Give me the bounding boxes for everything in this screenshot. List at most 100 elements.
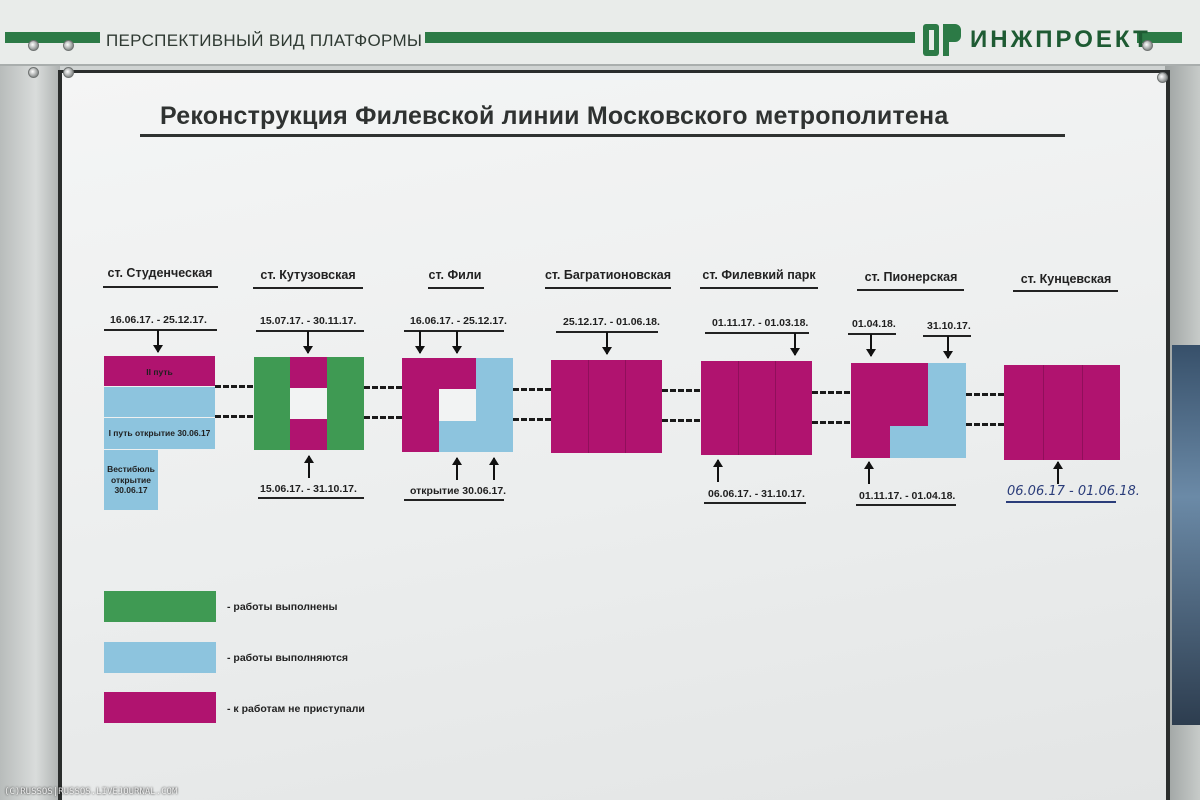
station-underline xyxy=(700,287,818,289)
date-underline xyxy=(404,330,504,332)
station-name: ст. Фили xyxy=(428,268,482,282)
section-center xyxy=(439,389,476,421)
logo-text: ИНЖПРОЕКТ xyxy=(970,26,1151,53)
station-name: ст. Студенческая xyxy=(107,266,213,280)
station-underline xyxy=(857,289,964,291)
track-line xyxy=(364,386,402,389)
date-label: 16.06.17. - 25.12.17. xyxy=(410,315,507,327)
date-underline xyxy=(848,333,896,335)
arrow-up xyxy=(304,455,314,478)
station-underline xyxy=(1013,290,1118,292)
legend-swatch-completed xyxy=(104,591,216,622)
section-seam xyxy=(588,360,589,453)
header-bar-middle xyxy=(425,32,915,43)
arrow-up xyxy=(864,461,874,484)
section-label: Вестибюль открытие 30.06.17 xyxy=(107,464,155,496)
date-underline xyxy=(104,329,217,331)
date-underline xyxy=(404,499,504,501)
track-line xyxy=(966,423,1004,426)
section-seam xyxy=(1043,365,1044,460)
section-bottom xyxy=(290,419,327,450)
date-label: 01.11.17. - 01.03.18. xyxy=(712,317,809,329)
track-line xyxy=(662,419,700,422)
section-left xyxy=(402,358,439,452)
section-track-1 xyxy=(104,418,215,449)
date-underline xyxy=(856,504,956,506)
section-all xyxy=(551,360,662,453)
section-seam xyxy=(1082,365,1083,460)
arrow-down xyxy=(790,333,800,356)
section-right xyxy=(928,363,966,458)
legend-swatch-in-progress xyxy=(104,642,216,673)
arrow-down xyxy=(602,332,612,355)
date-label: 06.06.17. - 31.10.17. xyxy=(708,488,805,500)
section-label: II путь xyxy=(146,367,173,377)
section-left xyxy=(254,357,290,450)
station-underline xyxy=(545,287,671,289)
date-label: открытие 30.06.17. xyxy=(410,485,507,497)
arrow-down xyxy=(943,336,953,359)
date-underline xyxy=(704,502,806,504)
date-label: 15.07.17. - 30.11.17. xyxy=(260,315,357,327)
track-line xyxy=(364,416,402,419)
section-seam xyxy=(738,361,739,455)
date-underline xyxy=(258,497,364,499)
date-underline xyxy=(1006,501,1116,503)
date-label: 31.10.17. xyxy=(927,320,971,332)
date-underline xyxy=(256,330,364,332)
screw xyxy=(1157,72,1168,83)
title-underline xyxy=(140,134,1065,137)
track-line xyxy=(215,385,253,388)
track-line xyxy=(812,391,850,394)
section-platform xyxy=(104,387,215,417)
section-right xyxy=(476,358,513,452)
station-name: ст. Кунцевская xyxy=(1020,272,1112,286)
header-bar-right xyxy=(1137,32,1182,43)
section-center xyxy=(290,388,327,419)
right-window xyxy=(1172,345,1200,725)
section-track-2 xyxy=(104,356,215,386)
section-all xyxy=(701,361,812,455)
section-top xyxy=(890,363,928,426)
screw xyxy=(63,40,74,51)
screw xyxy=(1142,40,1153,51)
date-label: 01.04.18. xyxy=(852,318,896,330)
section-bottom xyxy=(439,421,476,452)
section-seam xyxy=(625,360,626,453)
station-underline xyxy=(103,286,218,288)
arrow-up xyxy=(489,457,499,480)
track-line xyxy=(966,393,1004,396)
arrow-down xyxy=(153,330,163,353)
section-all xyxy=(1004,365,1120,460)
header-title: ПЕРСПЕКТИВНЫЙ ВИД ПЛАТФОРМЫ xyxy=(106,31,423,50)
date-label: 16.06.17. - 25.12.17. xyxy=(110,314,207,326)
board-title: Реконструкция Филевской линии Московског… xyxy=(160,102,949,130)
legend-label: - к работам не приступали xyxy=(227,703,365,715)
track-line xyxy=(513,418,551,421)
station-underline xyxy=(428,287,484,289)
track-line xyxy=(662,389,700,392)
section-top xyxy=(439,358,476,389)
date-label: 25.12.17. - 01.06.18. xyxy=(563,316,660,328)
legend-label: - работы выполняются xyxy=(227,652,349,664)
header-bar-left xyxy=(5,32,100,43)
section-label: I путь открытие 30.06.17 xyxy=(108,428,211,438)
arrow-up xyxy=(452,457,462,480)
watermark: (C)RUSSOS|RUSSOS.LIVEJOURNAL.COM xyxy=(4,787,178,797)
section-bottom xyxy=(890,426,928,458)
arrow-down xyxy=(303,331,313,354)
station-name: ст. Пионерская xyxy=(864,270,958,284)
arrow-up xyxy=(713,459,723,482)
handwritten-date: 06.06.17 - 01.06.18. xyxy=(1007,484,1140,499)
logo-icon xyxy=(923,24,961,56)
station-name: ст. Багратионовская xyxy=(544,268,672,282)
section-right xyxy=(327,357,364,450)
section-seam xyxy=(775,361,776,455)
date-label: 01.11.17. - 01.04.18. xyxy=(859,490,956,502)
arrow-down xyxy=(452,331,462,354)
section-left xyxy=(851,363,890,458)
date-label: 15.06.17. - 31.10.17. xyxy=(260,483,357,495)
left-wall xyxy=(0,0,60,800)
track-line xyxy=(513,388,551,391)
screw xyxy=(63,67,74,78)
